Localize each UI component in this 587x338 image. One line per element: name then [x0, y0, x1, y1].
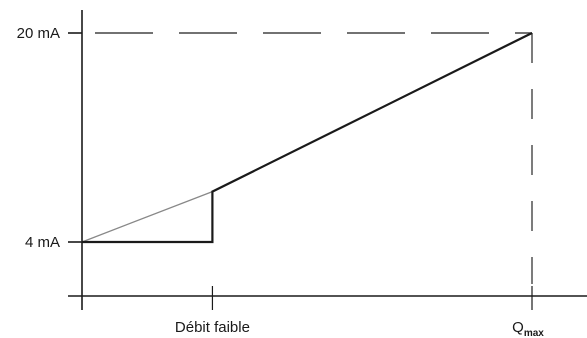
series-layer — [81, 32, 533, 244]
x-tick-label-1: Qmax — [512, 319, 544, 338]
axis-layer — [68, 10, 587, 310]
label-layer: 4 mA 20 mA Débit faible Qmax — [17, 25, 545, 338]
y-tick-label-0: 4 mA — [25, 234, 60, 251]
series-line-0 — [81, 190, 213, 243]
series-line-1 — [82, 32, 533, 244]
x-tick-label-0: Débit faible — [175, 319, 250, 336]
x-tick-label-subscript-1: max — [524, 328, 544, 338]
reference-layer — [95, 32, 533, 284]
y-tick-label-1: 20 mA — [17, 25, 60, 42]
